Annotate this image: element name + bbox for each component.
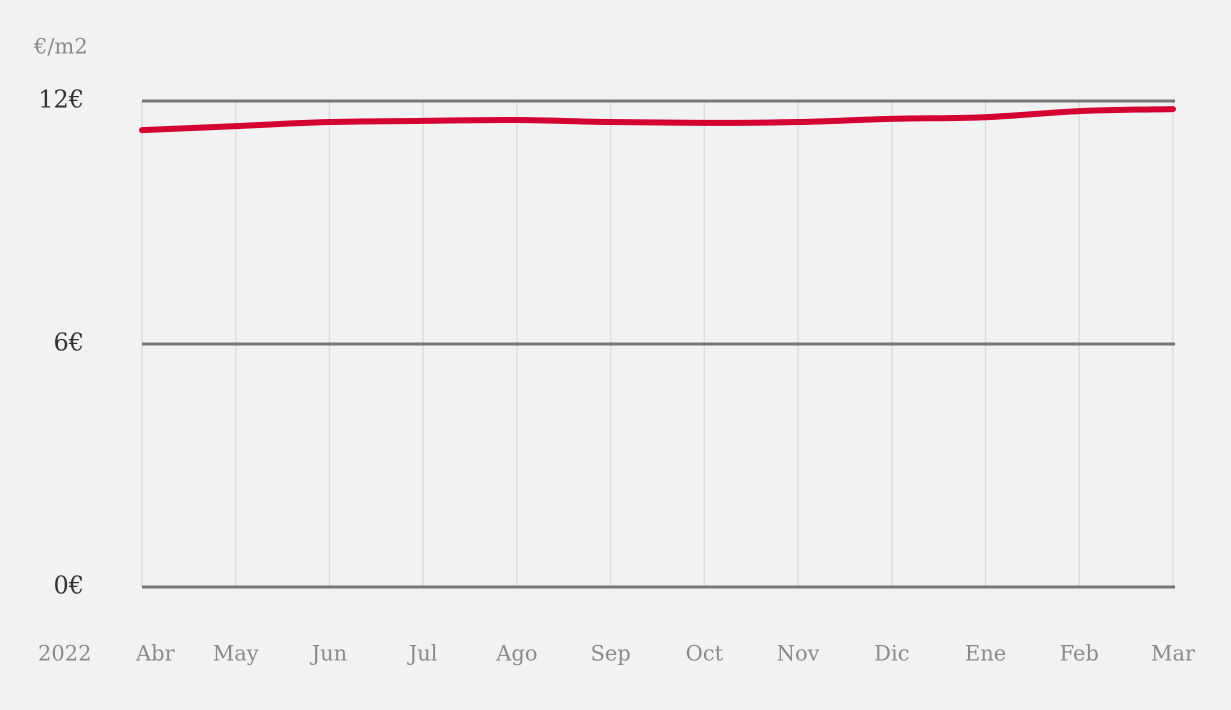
x-tick-label: Dic [874,642,909,666]
y-tick-label: 6€ [53,329,84,357]
x-tick-label: Ago [495,642,537,666]
x-tick-label: Nov [777,642,820,666]
x-tick-label: Jul [407,642,438,666]
y-axis-label: €/m2 [33,35,88,59]
x-tick-label: Sep [591,642,631,666]
x-tick-label: Ene [965,642,1006,666]
x-tick-label: Oct [686,642,724,666]
x-tick-label: Mar [1151,642,1196,666]
x-tick-label: Jun [310,642,347,666]
year-label: 2022 [38,642,91,666]
x-tick-label: Feb [1060,642,1099,666]
y-tick-label: 12€ [38,86,84,114]
x-tick-label: Abr [135,642,176,666]
x-tick-label: May [213,642,259,666]
y-tick-label: 0€ [53,572,84,600]
line [139,106,1176,134]
